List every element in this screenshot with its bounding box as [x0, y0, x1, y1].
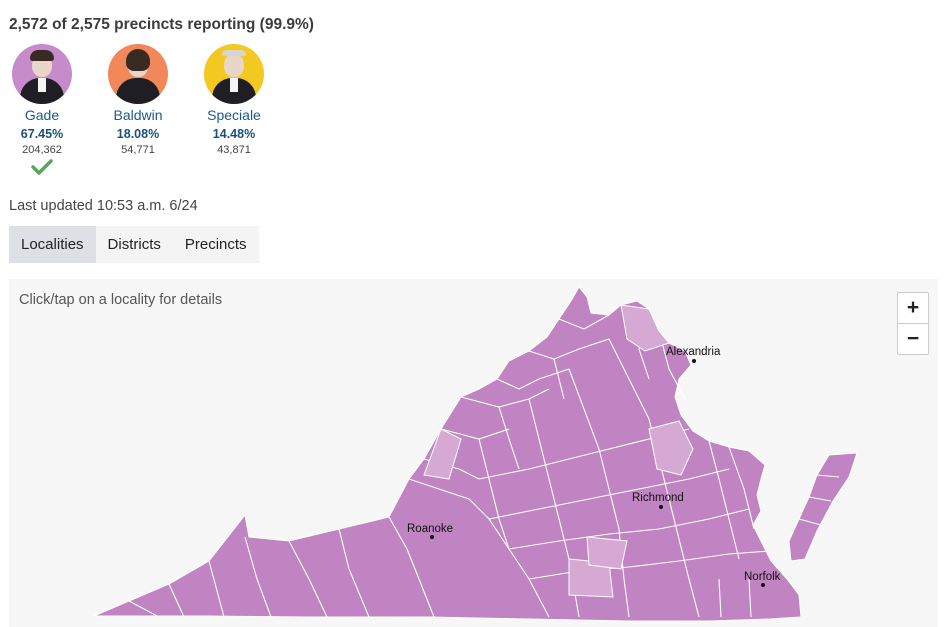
zoom-out-button[interactable]: −	[906, 327, 920, 350]
map-hint-text: Click/tap on a locality for details	[19, 292, 223, 308]
candidate-name: Gade	[24, 107, 60, 123]
locality-light-chesterfield[interactable]	[586, 536, 628, 570]
candidate-photo	[12, 44, 72, 104]
city-dot-norfolk	[761, 583, 765, 587]
locality-light-rockingham[interactable]	[423, 428, 462, 480]
locality-light-caroline[interactable]	[648, 420, 694, 476]
candidate-speciale: Speciale 14.48% 43,871	[186, 44, 282, 156]
candidate-votes: 54,771	[121, 144, 155, 156]
candidate-name: Speciale	[207, 107, 261, 123]
city-dot-roanoke	[430, 535, 434, 539]
checkmark-icon	[31, 159, 53, 175]
city-label-norfolk: Norfolk	[744, 571, 781, 583]
candidate-baldwin: Baldwin 18.08% 54,771	[90, 44, 186, 156]
city-label-alexandria: Alexandria	[666, 346, 721, 358]
city-dot-richmond	[659, 505, 663, 509]
view-tabs: Localities Districts Precincts	[9, 226, 259, 263]
eastern-shore-shape[interactable]	[788, 452, 858, 562]
candidate-gade: Gade 67.45% 204,362	[0, 44, 90, 176]
city-label-richmond: Richmond	[632, 492, 684, 504]
city-label-roanoke: Roanoke	[407, 523, 453, 535]
locality-light-fairfax[interactable]	[620, 304, 670, 352]
virginia-locality-map[interactable]: Alexandria Richmond Roanoke Norfolk	[9, 279, 938, 627]
candidate-votes: 204,362	[22, 144, 62, 156]
zoom-in-button[interactable]: +	[898, 293, 928, 324]
candidate-name: Baldwin	[113, 107, 163, 123]
candidate-votes: 43,871	[217, 144, 251, 156]
tab-districts[interactable]: Districts	[107, 236, 161, 253]
candidate-percent: 18.08%	[116, 127, 160, 141]
city-dot-alexandria	[692, 359, 696, 363]
zoom-control: + −	[897, 292, 929, 355]
last-updated-text: Last updated 10:53 a.m. 6/24	[9, 198, 198, 214]
tab-precincts[interactable]: Precincts	[184, 236, 247, 253]
candidate-photo	[204, 44, 264, 104]
candidate-percent: 14.48%	[212, 127, 256, 141]
results-map[interactable]: Alexandria Richmond Roanoke Norfolk Clic…	[9, 279, 938, 627]
tab-localities[interactable]: Localities	[9, 226, 96, 263]
candidate-photo	[108, 44, 168, 104]
precincts-reporting-text: 2,572 of 2,575 precincts reporting (99.9…	[9, 16, 314, 33]
candidate-percent: 67.45%	[20, 127, 64, 141]
candidate-results: Gade 67.45% 204,362 Baldwin 18.08% 54,77…	[0, 44, 320, 184]
